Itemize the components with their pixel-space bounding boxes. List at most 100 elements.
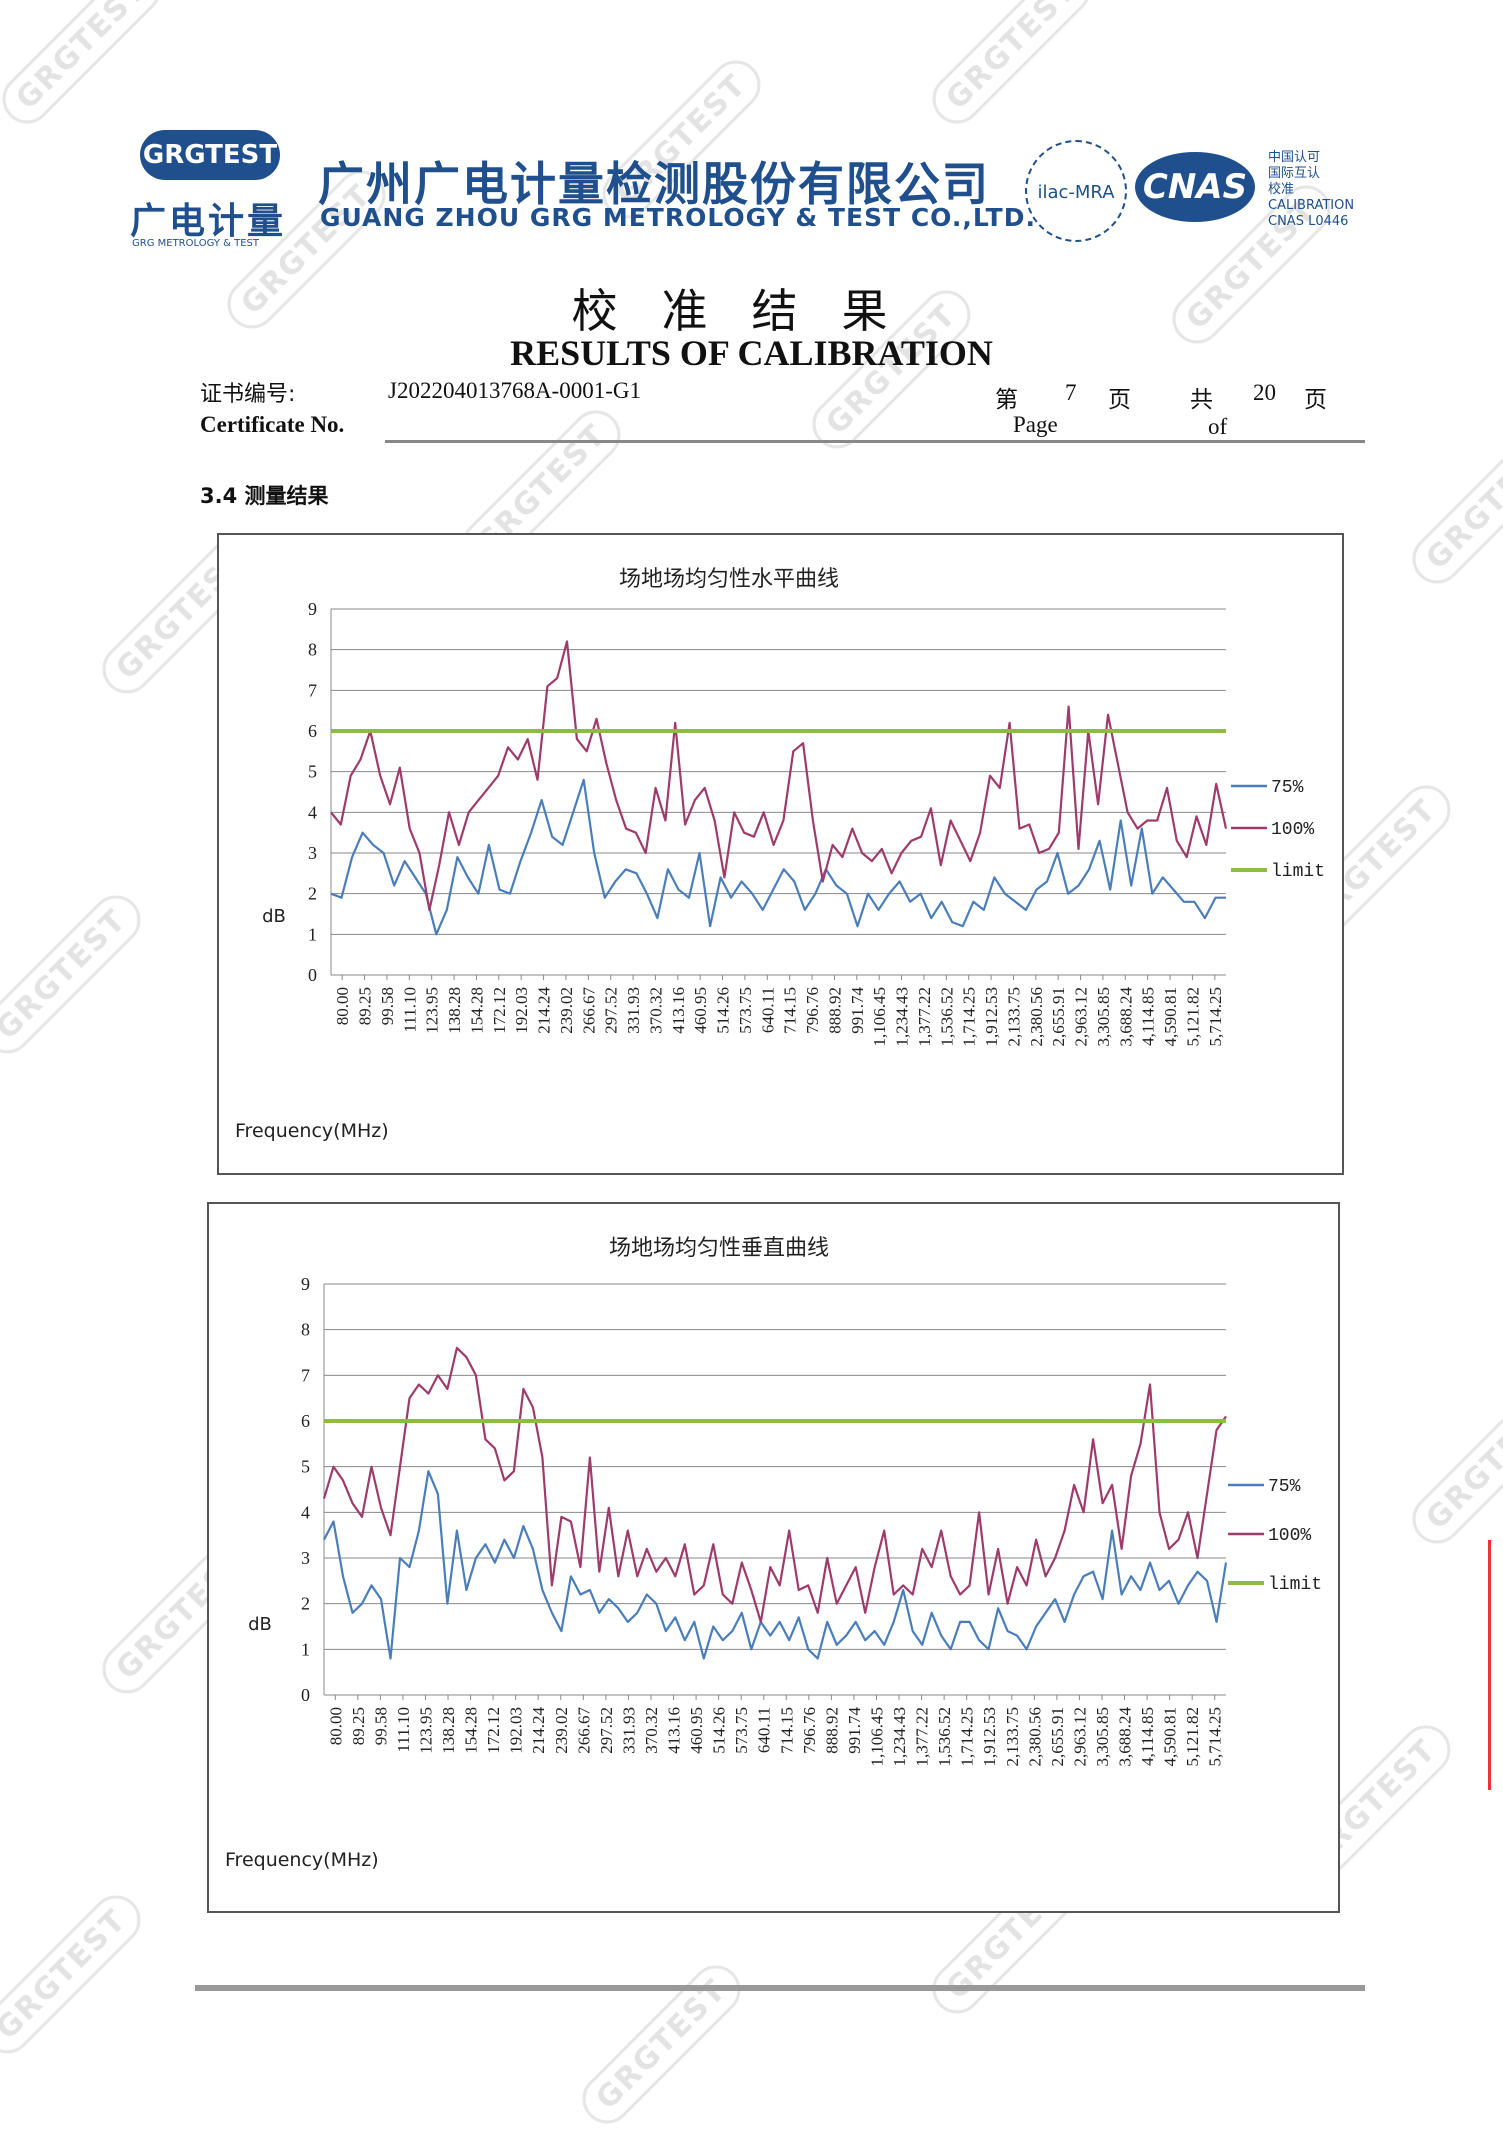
- x-tick-label: 99.58: [371, 1707, 390, 1745]
- x-tick-label: 460.95: [691, 987, 710, 1034]
- x-tick-label: 1,377.22: [913, 1707, 932, 1767]
- chart-vertical-box: 场地场均匀性垂直曲线 0 1 2 3 4 5 6 7 8 9 dB 80.00 89.25 99.58 111…: [207, 1202, 1340, 1913]
- x-tick-label: 1,912.53: [982, 987, 1001, 1047]
- legend-label: 100%: [1268, 1526, 1311, 1546]
- y-tick-label: 8: [308, 640, 317, 660]
- y-tick-label: 2: [308, 884, 317, 904]
- company-name-en: GUANG ZHOU GRG METROLOGY & TEST CO.,LTD.: [320, 203, 1036, 232]
- x-axis-label: Frequency(MHz): [225, 1849, 379, 1871]
- x-tick-label: 460.95: [687, 1707, 706, 1754]
- section-heading: 3.4 测量结果: [200, 484, 329, 508]
- x-tick-label: 1,377.22: [915, 987, 934, 1047]
- x-tick-label: 413.16: [669, 987, 688, 1034]
- x-tick-label: 1,536.52: [937, 987, 956, 1047]
- x-tick-label: 796.76: [803, 987, 822, 1034]
- y-tick-label: 7: [301, 1365, 310, 1385]
- x-tick-label: 3,688.24: [1116, 987, 1135, 1047]
- x-tick-label: 888.92: [822, 1707, 841, 1754]
- page-label-cn: 第: [995, 387, 1018, 413]
- x-tick-label: 3,688.24: [1116, 1707, 1135, 1767]
- x-tick-label: 192.03: [507, 1707, 526, 1754]
- x-tick-label: 2,963.12: [1070, 1707, 1089, 1767]
- chart-horizontal: 场地场均匀性水平曲线 0 1 2 3 4 5 6 7 8 9 dB 80.00 89.25 99.58 111…: [235, 567, 1325, 1142]
- watermark: GRGTEST: [0, 0, 171, 134]
- x-tick-label: 2,133.75: [1004, 987, 1023, 1047]
- chart-vertical: 场地场均匀性垂直曲线 0 1 2 3 4 5 6 7 8 9 dB 80.00 89.25 99.58 111…: [225, 1236, 1322, 1871]
- x-tick-label: 154.28: [462, 1707, 481, 1754]
- y-tick-label: 5: [308, 762, 317, 782]
- x-tick-label: 4,590.81: [1161, 1707, 1180, 1767]
- total-pages: 20: [1253, 380, 1276, 405]
- watermark: GRGTEST: [0, 885, 151, 1064]
- watermark: GRGTEST: [1402, 415, 1503, 594]
- y-axis-label: dB: [262, 906, 286, 927]
- x-tick-label: 1,714.25: [958, 1707, 977, 1767]
- y-tick-label: 9: [308, 599, 317, 619]
- x-tick-label: 172.12: [490, 987, 509, 1034]
- y-tick-label: 0: [308, 965, 317, 985]
- x-tick-label: 5,121.82: [1183, 1707, 1202, 1767]
- x-tick-label: 3,305.85: [1094, 987, 1113, 1047]
- y-tick-label: 5: [301, 1457, 310, 1477]
- of-label-en: of: [1208, 414, 1228, 439]
- series-line-100pct: [322, 1346, 1227, 1623]
- x-tick-label: 888.92: [825, 987, 844, 1034]
- series-line-100pct: [330, 640, 1228, 911]
- x-tick-label: 154.28: [467, 987, 486, 1034]
- x-tick-label: 138.28: [445, 987, 464, 1034]
- ilac-mra-logo: ilac-MRA: [1025, 140, 1127, 242]
- x-tick-label: 214.24: [535, 987, 554, 1034]
- logo-english-name: GRG METROLOGY & TEST: [132, 238, 259, 249]
- watermark: GRGTEST: [572, 1955, 751, 2134]
- x-tick-label: 796.76: [800, 1707, 819, 1754]
- x-tick-label: 5,714.25: [1206, 987, 1225, 1047]
- x-tick-label: 714.15: [777, 1707, 796, 1754]
- x-tick-label: 123.95: [423, 987, 442, 1034]
- x-tick-label: 99.58: [378, 987, 397, 1025]
- x-tick-label: 1,912.53: [980, 1707, 999, 1767]
- x-tick-label: 4,590.81: [1161, 987, 1180, 1047]
- x-tick-label: 991.74: [848, 987, 867, 1034]
- total-unit-cn: 页: [1304, 387, 1327, 413]
- company-logo: GRGTEST: [140, 130, 280, 180]
- page-unit-cn: 页: [1108, 387, 1131, 413]
- x-tick-label: 1,536.52: [935, 1707, 954, 1767]
- y-tick-label: 9: [301, 1274, 310, 1294]
- x-tick-label: 573.75: [736, 987, 755, 1034]
- chart-horizontal-box: 场地场均匀性水平曲线 0 1 2 3 4 5 6 7 8 9 dB 80.00 89.25 99.58 111…: [217, 533, 1344, 1175]
- x-tick-label: 1,106.45: [870, 987, 889, 1047]
- legend-label: 100%: [1271, 820, 1314, 840]
- x-tick-label: 573.75: [732, 1707, 751, 1754]
- x-tick-label: 80.00: [333, 987, 352, 1025]
- x-tick-label: 514.26: [710, 1707, 729, 1754]
- x-tick-label: 266.67: [574, 1707, 593, 1754]
- cnas-accreditation-text: 中国认可 国际互认 校准 CALIBRATION CNAS L0446: [1268, 150, 1355, 229]
- total-label-cn: 共: [1190, 387, 1213, 413]
- y-tick-label: 7: [308, 680, 317, 700]
- header-rule: [385, 440, 1365, 443]
- cert-number: J202204013768A-0001-G1: [388, 378, 641, 403]
- x-tick-label: 5,714.25: [1206, 1707, 1225, 1767]
- x-tick-label: 4,114.85: [1138, 1707, 1157, 1766]
- x-tick-label: 991.74: [845, 1707, 864, 1754]
- x-tick-label: 2,963.12: [1072, 987, 1091, 1047]
- watermark: GRGTEST: [1402, 1375, 1503, 1554]
- y-axis-label: dB: [248, 1614, 272, 1635]
- watermark: GRGTEST: [0, 1885, 151, 2064]
- y-tick-label: 3: [308, 843, 317, 863]
- x-tick-label: 2,133.75: [1003, 1707, 1022, 1767]
- x-tick-label: 214.24: [529, 1707, 548, 1754]
- y-tick-label: 8: [301, 1320, 310, 1340]
- x-tick-label: 80.00: [326, 1707, 345, 1745]
- y-tick-label: 3: [301, 1548, 310, 1568]
- x-tick-label: 4,114.85: [1139, 987, 1158, 1046]
- x-tick-label: 111.10: [394, 1707, 413, 1753]
- x-tick-label: 172.12: [484, 1707, 503, 1754]
- x-tick-label: 1,234.43: [890, 1707, 909, 1767]
- x-tick-label: 297.52: [602, 987, 621, 1034]
- x-tick-label: 138.28: [439, 1707, 458, 1754]
- y-tick-label: 2: [301, 1594, 310, 1614]
- y-tick-label: 0: [301, 1685, 310, 1705]
- y-tick-label: 6: [308, 721, 317, 741]
- x-tick-label: 266.67: [579, 987, 598, 1034]
